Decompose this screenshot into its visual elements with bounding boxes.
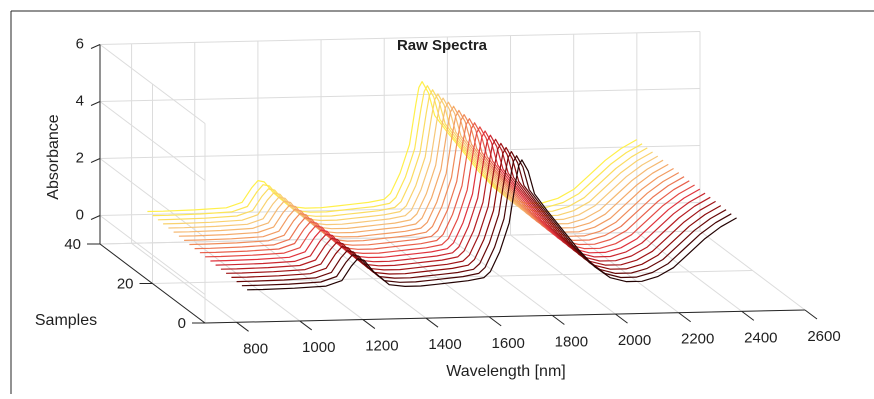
z-tick-label: 4 bbox=[76, 93, 84, 110]
spectrum-trace bbox=[189, 114, 680, 246]
spectrum-trace bbox=[163, 93, 653, 225]
gridline-back-z bbox=[99, 145, 701, 159]
x-tick-label: 2600 bbox=[807, 328, 840, 345]
ticks-layer: 800 1000 1200 1400 1600 1800 2000 2200 2400 26000… bbox=[64, 36, 840, 358]
x-tick-mark bbox=[804, 309, 818, 320]
z-tick-label: 6 bbox=[76, 36, 84, 53]
x-tick-label: 1400 bbox=[428, 336, 461, 353]
x-tick-label: 2400 bbox=[744, 329, 777, 346]
x-tick-mark bbox=[488, 316, 502, 327]
x-tick-mark bbox=[299, 320, 313, 331]
x-tick-label: 2200 bbox=[681, 331, 714, 348]
x-tick-mark bbox=[425, 317, 439, 328]
spectrum-trace bbox=[215, 134, 706, 266]
z-tick-mark bbox=[90, 158, 101, 163]
x-axis-label: Wavelength [nm] bbox=[446, 363, 565, 380]
spectrum-trace bbox=[247, 159, 737, 291]
spectrum-trace bbox=[236, 151, 727, 283]
x-tick-label: 800 bbox=[243, 340, 268, 357]
x-tick-mark bbox=[615, 313, 628, 324]
spectrum-trace bbox=[241, 155, 732, 287]
spectrum-trace bbox=[194, 118, 685, 250]
x-tick-label: 1800 bbox=[555, 333, 588, 350]
gridline-back-z bbox=[99, 202, 701, 216]
chart-title: Raw Spectra bbox=[397, 37, 488, 54]
gridline-back-z bbox=[99, 88, 701, 102]
x-axis-line bbox=[204, 309, 806, 324]
gridline-floor-y bbox=[99, 230, 701, 245]
x-tick-mark bbox=[678, 312, 691, 323]
x-tick-mark bbox=[362, 319, 376, 329]
spectrum-trace bbox=[152, 85, 643, 217]
x-tick-mark bbox=[552, 315, 565, 325]
z-axis-label: Absorbance bbox=[45, 114, 62, 199]
spectrum-trace bbox=[210, 130, 701, 262]
x-tick-label: 1000 bbox=[302, 339, 335, 356]
x-tick-mark bbox=[741, 310, 755, 321]
spectrum-trace bbox=[199, 122, 690, 254]
z-tick-label: 2 bbox=[76, 150, 84, 167]
spectrum-trace bbox=[157, 89, 648, 221]
spectrum-trace bbox=[168, 97, 659, 229]
spectrum-trace bbox=[226, 142, 716, 274]
z-tick-mark bbox=[90, 101, 101, 106]
spectrum-trace bbox=[205, 126, 695, 258]
x-tick-label: 1600 bbox=[492, 335, 525, 352]
x-tick-mark bbox=[236, 321, 249, 332]
spectrum-trace bbox=[178, 105, 669, 237]
z-tick-mark bbox=[90, 44, 101, 49]
z-tick-mark bbox=[90, 215, 101, 220]
x-tick-label: 1200 bbox=[365, 338, 398, 355]
y-tick-label: 0 bbox=[178, 315, 186, 332]
y-tick-label: 20 bbox=[117, 276, 134, 293]
z-tick-label: 0 bbox=[76, 207, 84, 224]
spectrum-trace bbox=[173, 101, 664, 233]
spectrum-trace bbox=[220, 138, 711, 270]
x-tick-label: 2000 bbox=[618, 332, 651, 349]
spectrum-trace bbox=[231, 146, 722, 278]
traces-layer bbox=[147, 81, 737, 291]
y-axis-label: Samples bbox=[35, 312, 97, 329]
gridline-back-z bbox=[99, 31, 701, 45]
y-tick-label: 40 bbox=[64, 236, 81, 253]
spectrum-trace bbox=[184, 109, 674, 241]
